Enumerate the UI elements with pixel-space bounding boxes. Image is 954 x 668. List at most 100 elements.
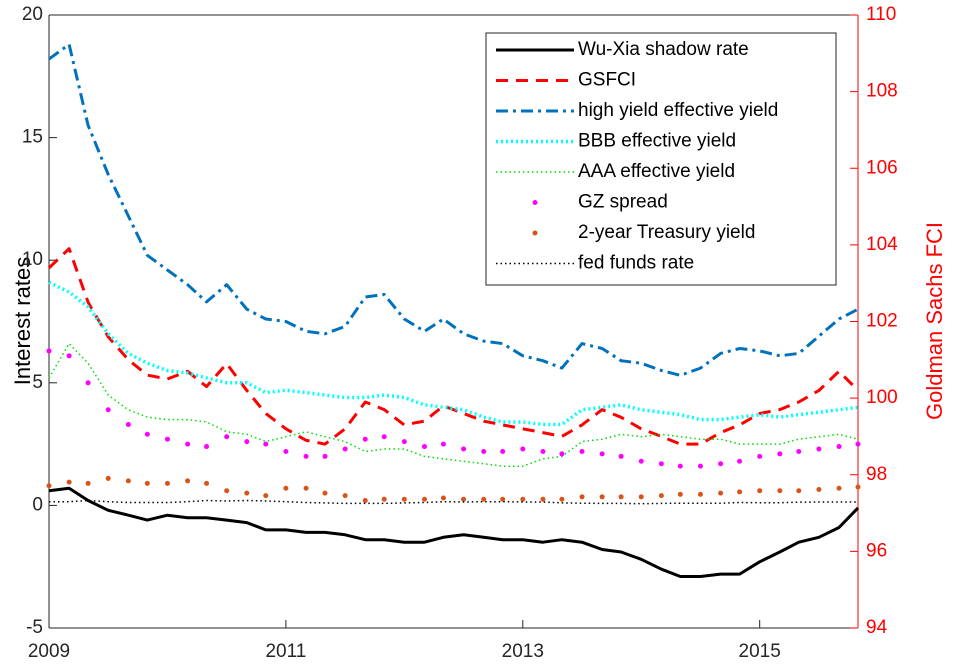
- legend-label: 2-year Treasury yield: [578, 222, 755, 243]
- data-point: [816, 446, 822, 452]
- data-point: [737, 458, 743, 464]
- y-tick-label: 10: [22, 249, 43, 270]
- data-point: [322, 453, 328, 459]
- series-line: [48, 486, 860, 578]
- data-point: [362, 497, 368, 503]
- data-point: [125, 478, 131, 484]
- data-point: [500, 496, 506, 502]
- data-point: [421, 444, 427, 450]
- data-point: [520, 496, 526, 502]
- data-point: [144, 480, 150, 486]
- data-point: [540, 496, 546, 502]
- data-point: [381, 434, 387, 440]
- data-point: [85, 380, 91, 386]
- legend-label: Wu-Xia shadow rate: [578, 39, 749, 60]
- series-line: [49, 499, 858, 505]
- legend-label: GSFCI: [578, 70, 636, 91]
- data-point: [46, 483, 52, 489]
- data-point: [66, 353, 72, 359]
- data-point: [164, 436, 170, 442]
- legend-label: BBB effective yield: [578, 131, 736, 152]
- data-point: [855, 484, 861, 490]
- y-tick-label: -5: [26, 617, 43, 638]
- series-line: [47, 247, 860, 446]
- y2-tick-label: 108: [866, 81, 898, 102]
- data-point: [718, 461, 724, 467]
- y2-tick-label: 100: [866, 387, 898, 408]
- data-point: [579, 448, 585, 454]
- data-point: [85, 480, 91, 486]
- data-point: [777, 488, 783, 494]
- data-point: [362, 436, 368, 442]
- data-point: [697, 463, 703, 469]
- data-point: [46, 348, 52, 354]
- data-point: [283, 448, 289, 454]
- legend-swatch: [532, 200, 538, 205]
- data-point: [638, 458, 644, 464]
- legend-swatch: [532, 230, 538, 236]
- data-point: [677, 463, 683, 469]
- data-point: [185, 441, 191, 447]
- legend: Wu-Xia shadow rate GSFCI high yield effect…: [485, 32, 837, 286]
- data-point: [164, 480, 170, 486]
- data-point: [204, 480, 210, 486]
- legend-label: fed funds rate: [578, 253, 694, 274]
- data-point: [144, 431, 150, 437]
- data-point: [520, 446, 526, 452]
- data-point: [559, 496, 565, 502]
- data-point: [381, 496, 387, 502]
- data-point: [421, 496, 427, 502]
- y2-tick-label: 102: [866, 311, 898, 332]
- data-point: [66, 479, 72, 485]
- data-point: [796, 448, 802, 454]
- data-point: [697, 491, 703, 497]
- data-point: [263, 493, 269, 499]
- data-point: [481, 448, 487, 454]
- data-point: [481, 496, 487, 502]
- data-point: [401, 496, 407, 502]
- data-point: [500, 448, 506, 454]
- data-point: [677, 491, 683, 497]
- y2-tick-label: 96: [866, 540, 887, 561]
- data-point: [836, 485, 842, 491]
- data-point: [579, 494, 585, 500]
- y-tick-label: 0: [32, 494, 43, 515]
- y-tick-label: 20: [22, 4, 43, 25]
- y2-tick-label: 94: [866, 617, 888, 638]
- x-tick-label: 2013: [502, 641, 544, 662]
- series-line: [48, 280, 859, 427]
- y2-tick-label: 98: [866, 464, 887, 485]
- data-point: [836, 444, 842, 450]
- data-point: [718, 490, 724, 496]
- data-point: [757, 453, 763, 459]
- data-point: [303, 453, 309, 459]
- y-axis-label: Interest rates: [10, 257, 35, 385]
- data-point: [461, 496, 467, 502]
- x-tick-label: 2011: [265, 641, 306, 662]
- data-point: [440, 441, 446, 447]
- data-point: [599, 451, 605, 457]
- y-tick-label: 5: [32, 372, 43, 393]
- data-point: [303, 485, 309, 491]
- x-tick-label: 2009: [28, 641, 70, 662]
- y2-axis-label: Goldman Sachs FCI: [922, 222, 947, 420]
- data-point: [777, 451, 783, 457]
- data-point: [599, 494, 605, 500]
- y2-tick-label: 110: [866, 4, 896, 25]
- data-point: [322, 490, 328, 496]
- data-point: [224, 434, 230, 440]
- y2-tick-label: 104: [866, 234, 898, 255]
- data-point: [105, 475, 111, 481]
- data-point: [618, 494, 624, 500]
- data-point: [618, 453, 624, 459]
- data-point: [461, 446, 467, 452]
- data-point: [796, 488, 802, 494]
- legend-label: high yield effective yield: [578, 100, 778, 121]
- data-point: [185, 478, 191, 484]
- data-point: [737, 489, 743, 495]
- y2-tick-label: 106: [866, 157, 898, 178]
- legend-box: [485, 32, 837, 286]
- y-tick-label: 15: [22, 127, 43, 148]
